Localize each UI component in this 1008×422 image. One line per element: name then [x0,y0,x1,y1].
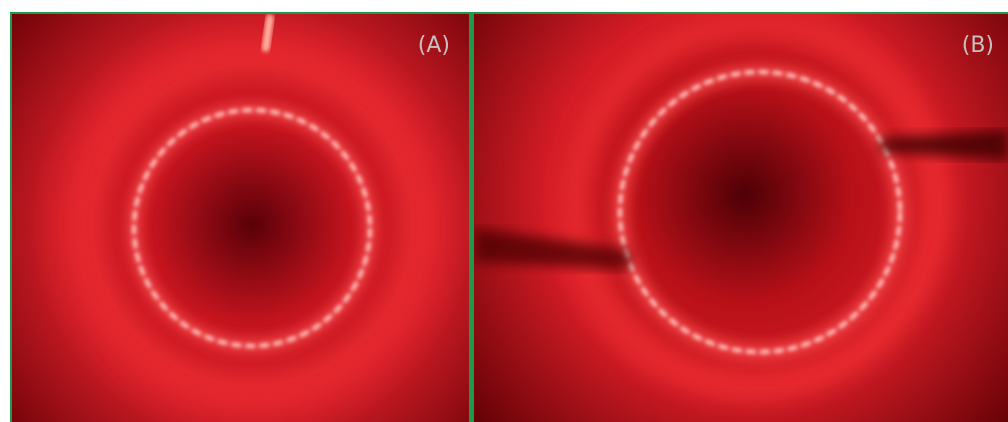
figure: (A) (B) [0,0,1008,422]
panel-label: (A) [418,33,450,58]
panel-label: (B) [962,33,994,58]
page: (A) (B) (() => { const data = JSON.parse… [0,0,1008,422]
panel-b: (B) [474,14,1008,422]
panel-a: (A) [12,14,469,422]
